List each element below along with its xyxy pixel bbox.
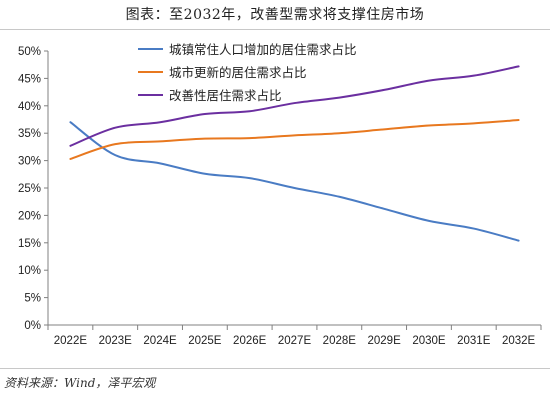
- x-tick-label: 2030E: [412, 335, 446, 347]
- y-tick-label: 15%: [18, 238, 41, 250]
- x-axis: 2022E 2023E 2024E 2025E 2026E 2027E 2028E 2029E…: [47, 324, 542, 347]
- y-tick-label: 0%: [24, 320, 41, 332]
- series-lines: [69, 65, 520, 242]
- x-tick-label: 2027E: [278, 335, 312, 347]
- y-tick-label: 45%: [18, 73, 41, 85]
- y-axis: 0% 5% 10% 15% 20% 25% 30% 35% 40% 45% 50%: [18, 46, 49, 332]
- legend-label-3: 改善性居住需求占比: [169, 88, 282, 103]
- y-tick-label: 35%: [18, 128, 41, 140]
- x-tick-label: 2023E: [99, 335, 133, 347]
- y-tick-label: 40%: [18, 101, 41, 113]
- series-line-2: [69, 119, 520, 160]
- y-tick-label: 50%: [18, 46, 41, 58]
- y-tick-label: 5%: [24, 293, 41, 305]
- title-divider: [0, 29, 550, 30]
- legend-label-2: 城市更新的居住需求占比: [169, 65, 307, 80]
- line-chart: 0%5%10%15%20%25%30%35%40%45%50% 2022E 202…: [18, 42, 542, 347]
- x-tick-label: 2031E: [457, 335, 491, 347]
- x-tick-label: 2022E: [54, 335, 88, 347]
- y-tick-label: 30%: [18, 156, 41, 168]
- y-tick-label: 25%: [18, 183, 41, 195]
- source-divider: [0, 368, 550, 369]
- x-tick-label: 2028E: [323, 335, 357, 347]
- series-line-1: [69, 121, 520, 242]
- chart-title: 图表：至2032年，改善型需求将支撑住房市场: [125, 7, 425, 23]
- x-tick-label: 2025E: [188, 335, 222, 347]
- x-tick-label: 2032E: [502, 335, 536, 347]
- x-tick-label: 2026E: [233, 335, 267, 347]
- legend-label-1: 城镇常住人口增加的居住需求占比: [169, 42, 357, 57]
- source-note: 资料来源：Wind，泽平宏观: [4, 376, 156, 390]
- x-tick-label: 2029E: [368, 335, 402, 347]
- y-tick-label: 10%: [18, 265, 41, 277]
- y-tick-label: 20%: [18, 210, 41, 222]
- series-line-3: [69, 65, 520, 147]
- x-tick-label: 2024E: [143, 335, 177, 347]
